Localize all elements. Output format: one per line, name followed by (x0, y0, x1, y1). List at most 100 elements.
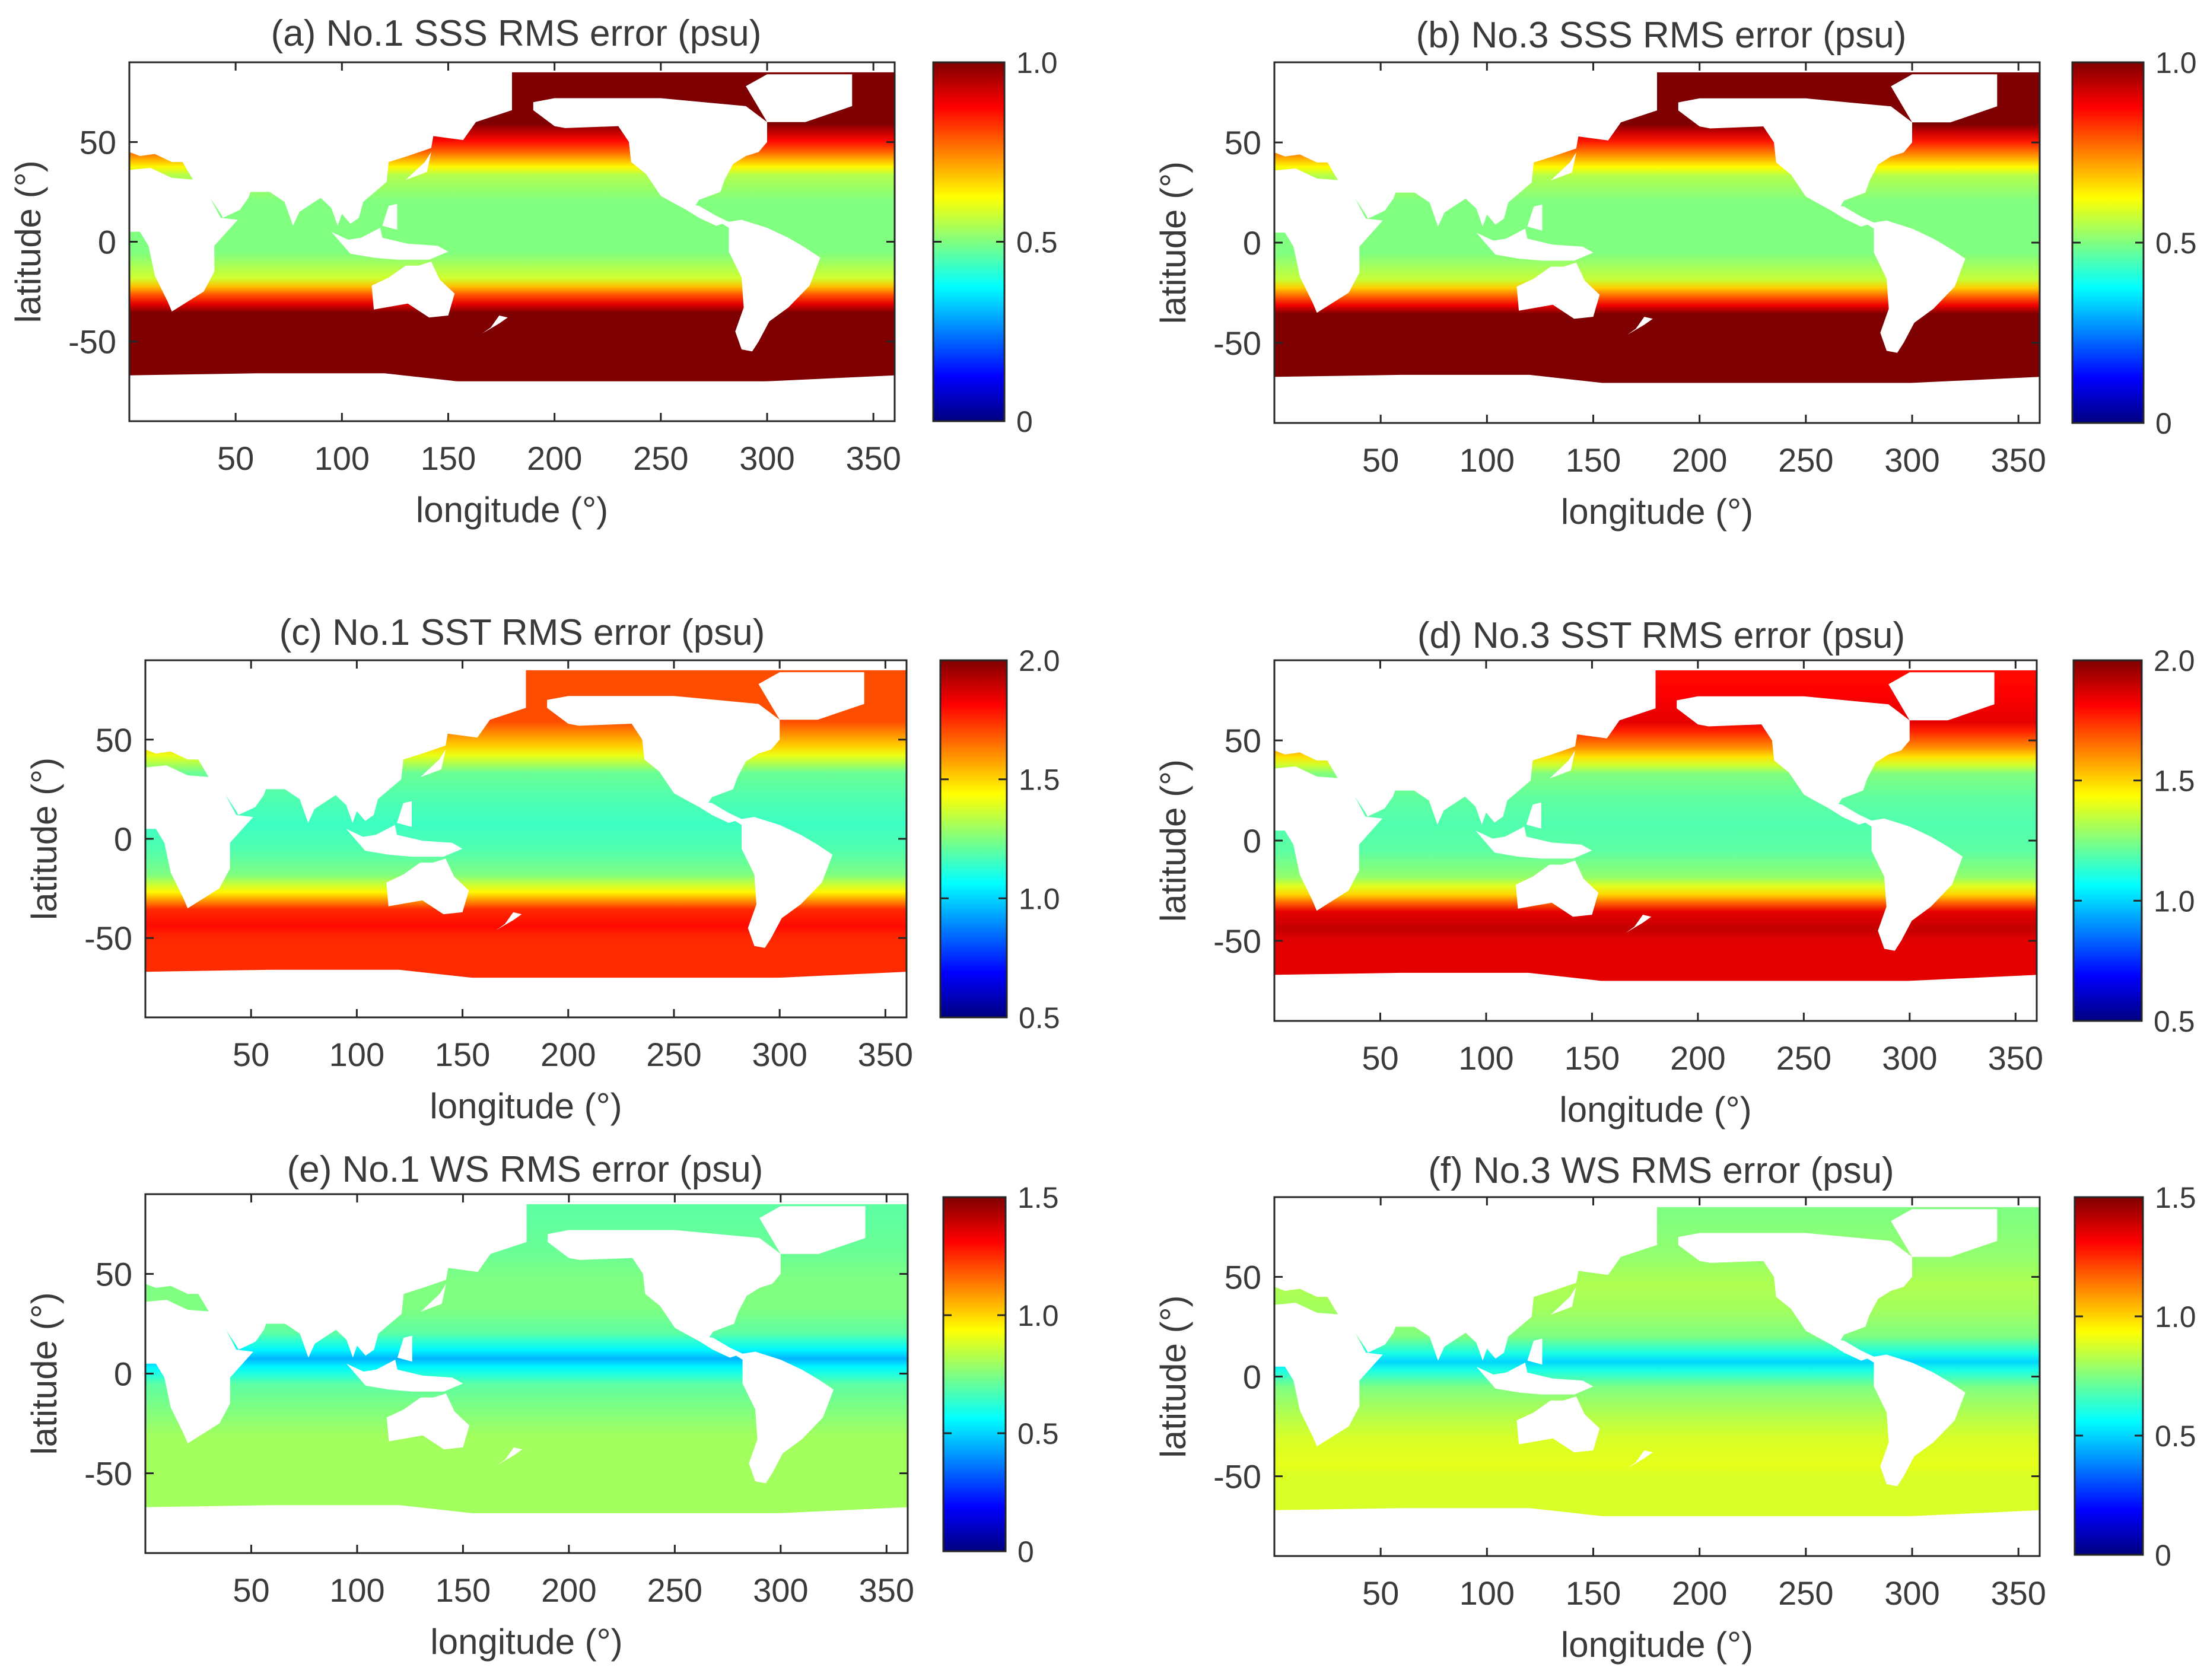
x-tick-label: 250 (646, 1036, 701, 1073)
panel-title: (a) No.1 SSS RMS error (psu) (271, 13, 762, 54)
land-mask (1816, 202, 1966, 353)
land-mask (1626, 915, 1652, 933)
land-mask (421, 1284, 446, 1312)
map-area (129, 62, 895, 421)
y-tick-label: -50 (84, 1455, 132, 1493)
x-tick-label: 50 (1362, 441, 1399, 479)
colorbar-tick-label: 1.5 (2155, 1181, 2196, 1214)
x-tick-label: 50 (1362, 1574, 1399, 1612)
colorbar (942, 1196, 1007, 1552)
land-mask (397, 801, 412, 827)
land-mask (1516, 1396, 1600, 1453)
map-area (145, 1194, 908, 1553)
land-mask (397, 1335, 412, 1362)
y-tick-label: 0 (1243, 224, 1261, 262)
x-tick-label: 350 (1990, 1574, 2046, 1612)
land-mask (1274, 1197, 2040, 1361)
land-mask (482, 315, 508, 334)
y-tick-label: -50 (68, 323, 116, 361)
x-tick-label: 300 (752, 1036, 807, 1073)
colorbar (2072, 659, 2143, 1022)
y-tick-label: 50 (79, 123, 116, 161)
panel-title: (c) No.1 SST RMS error (psu) (279, 612, 765, 653)
colorbar-tick-label: 1.0 (1017, 1299, 1059, 1332)
land-mask (1515, 860, 1599, 917)
land-mask (1627, 1450, 1653, 1469)
map-area (145, 660, 907, 1017)
x-axis-label: longitude (°) (430, 1622, 622, 1662)
x-tick-label: 200 (540, 1036, 596, 1073)
land-mask (1476, 1363, 1594, 1395)
y-tick-label: 50 (96, 721, 132, 759)
land-mask (1550, 1287, 1576, 1315)
x-tick-label: 150 (421, 440, 476, 477)
colorbar (2071, 61, 2145, 424)
x-tick-label: 50 (233, 1571, 269, 1609)
x-tick-label: 350 (845, 440, 901, 477)
land-mask (129, 373, 895, 421)
x-axis-label: longitude (°) (1559, 1090, 1751, 1129)
land-mask (1816, 1337, 1966, 1487)
land-mask (382, 203, 397, 230)
colorbar-tick-label: 0.5 (2154, 1005, 2195, 1038)
land-mask (145, 1505, 908, 1553)
x-tick-label: 250 (1776, 1039, 1831, 1077)
x-axis-label: longitude (°) (430, 1086, 622, 1126)
land-mask (129, 168, 238, 312)
colorbar (932, 61, 1006, 422)
x-tick-label: 100 (1458, 1039, 1513, 1077)
x-tick-label: 100 (1459, 1574, 1515, 1612)
land-mask (129, 62, 895, 226)
x-tick-label: 250 (1778, 441, 1833, 479)
land-mask (386, 858, 469, 915)
land-mask (548, 1230, 781, 1342)
y-axis-label: latitude (°) (1153, 161, 1193, 324)
y-tick-label: 0 (1243, 1358, 1261, 1396)
x-tick-label: 250 (633, 440, 688, 477)
x-tick-label: 100 (314, 440, 370, 477)
x-tick-label: 350 (1990, 441, 2046, 479)
x-tick-label: 350 (859, 1571, 914, 1609)
land-mask (145, 660, 907, 823)
y-tick-label: 50 (1225, 124, 1261, 161)
colorbar (2074, 1196, 2144, 1556)
x-tick-label: 100 (329, 1571, 384, 1609)
land-mask (145, 1194, 908, 1358)
y-tick-label: 0 (114, 1356, 132, 1393)
colorbar-tick-label: 1.5 (1017, 1181, 1059, 1214)
land-mask (1274, 1303, 1383, 1447)
land-mask (145, 765, 253, 909)
colorbar-tick-label: 1.0 (2155, 46, 2197, 79)
land-mask (1550, 750, 1575, 779)
land-mask (145, 1300, 253, 1444)
x-tick-label: 300 (739, 440, 794, 477)
x-tick-label: 100 (1459, 441, 1515, 479)
x-tick-label: 150 (435, 1036, 490, 1073)
land-mask (145, 660, 907, 670)
x-tick-label: 150 (1566, 1574, 1621, 1612)
map-area (1274, 1197, 2040, 1556)
panel-title: (b) No.3 SSS RMS error (psu) (1416, 15, 1907, 56)
y-tick-label: 50 (1225, 1258, 1261, 1296)
x-tick-label: 350 (858, 1036, 913, 1073)
y-tick-label: 50 (1225, 722, 1261, 759)
x-tick-label: 200 (1672, 1574, 1727, 1612)
x-tick-label: 300 (753, 1571, 808, 1609)
y-tick-label: 0 (1243, 822, 1261, 860)
y-tick-label: 0 (98, 224, 116, 261)
land-mask (386, 1393, 470, 1450)
x-tick-label: 250 (647, 1571, 702, 1609)
colorbar (939, 659, 1008, 1019)
x-tick-label: 350 (1988, 1039, 2043, 1077)
land-mask (405, 152, 431, 180)
panel-title: (f) No.3 WS RMS error (psu) (1428, 1150, 1894, 1191)
colorbar-tick-label: 0 (2155, 1539, 2171, 1572)
x-axis-label: longitude (°) (1561, 492, 1753, 532)
land-mask (420, 749, 446, 778)
land-mask (1274, 62, 2040, 72)
colorbar-tick-label: 2.0 (2154, 644, 2195, 677)
land-mask (496, 912, 522, 930)
colorbar-tick-label: 0.5 (1017, 1417, 1059, 1450)
colorbar-tick-label: 2.0 (1019, 644, 1060, 677)
colorbar-tick-label: 0 (1016, 405, 1033, 438)
